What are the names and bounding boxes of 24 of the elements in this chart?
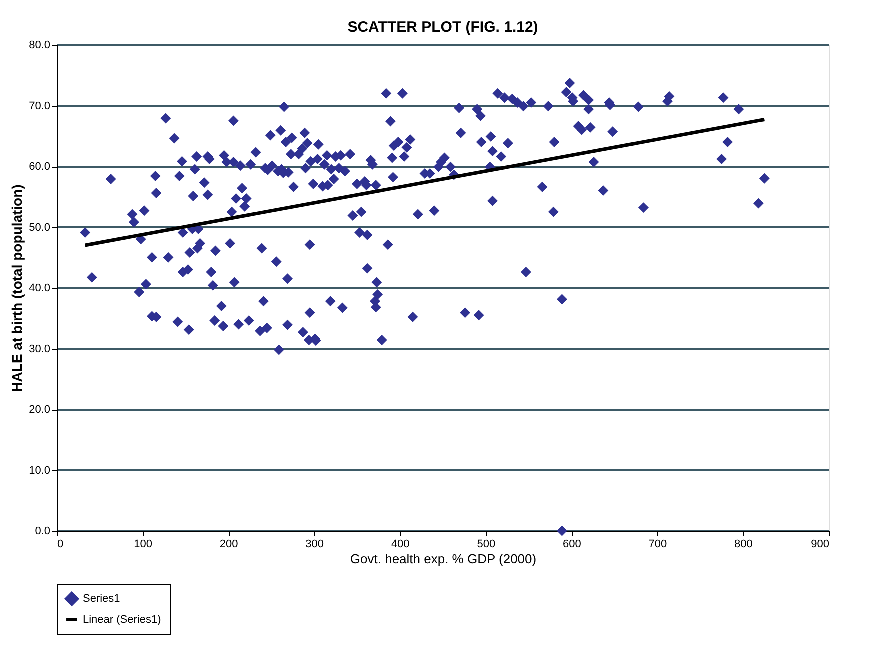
x-tick-label: 800 [734, 538, 753, 550]
y-tick-label: 50.0 [29, 222, 50, 234]
legend-label: Series1 [83, 593, 120, 605]
x-tick-label: 0 [58, 538, 64, 550]
y-tick-label: 20.0 [29, 404, 50, 416]
legend-label: Linear (Series1) [83, 614, 162, 626]
chart-title: SCATTER PLOT (FIG. 1.12) [348, 19, 538, 36]
y-tick-label: 40.0 [29, 282, 50, 294]
x-tick-label: 700 [648, 538, 668, 550]
y-axis-title: HALE at birth (total population) [9, 184, 26, 392]
x-tick-label: 100 [134, 538, 152, 550]
y-tick-label: 0.0 [35, 526, 50, 538]
x-tick-label: 600 [562, 538, 582, 550]
x-tick-label: 300 [306, 538, 324, 550]
y-tick-label: 70.0 [29, 100, 50, 112]
x-tick-label: 200 [220, 538, 238, 550]
y-tick-label: 10.0 [29, 464, 50, 477]
y-tick-label: 80.0 [29, 40, 50, 52]
x-tick-label: 900 [811, 538, 830, 550]
x-tick-label: 400 [391, 538, 410, 550]
y-tick-label: 30.0 [29, 343, 50, 356]
x-axis-title: Govt. health exp. % GDP (2000) [350, 552, 537, 566]
x-tick-label: 500 [477, 538, 496, 550]
y-tick-label: 60.0 [29, 161, 50, 173]
